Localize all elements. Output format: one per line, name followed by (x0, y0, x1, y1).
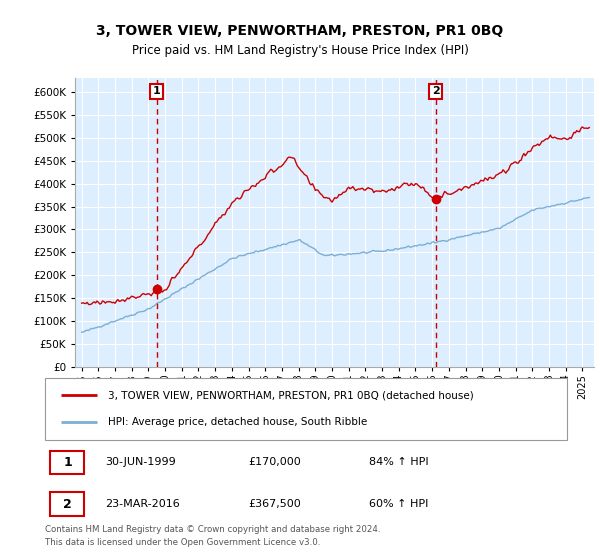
Text: £170,000: £170,000 (248, 458, 301, 468)
FancyBboxPatch shape (50, 451, 84, 474)
FancyBboxPatch shape (45, 378, 567, 440)
Text: 84% ↑ HPI: 84% ↑ HPI (368, 458, 428, 468)
Text: Price paid vs. HM Land Registry's House Price Index (HPI): Price paid vs. HM Land Registry's House … (131, 44, 469, 57)
Text: 2: 2 (432, 86, 440, 96)
Text: 30-JUN-1999: 30-JUN-1999 (105, 458, 176, 468)
Text: 1: 1 (153, 86, 161, 96)
Text: £367,500: £367,500 (248, 499, 301, 509)
Text: HPI: Average price, detached house, South Ribble: HPI: Average price, detached house, Sout… (107, 417, 367, 427)
Text: 3, TOWER VIEW, PENWORTHAM, PRESTON, PR1 0BQ (detached house): 3, TOWER VIEW, PENWORTHAM, PRESTON, PR1 … (107, 390, 473, 400)
FancyBboxPatch shape (50, 492, 84, 516)
Text: Contains HM Land Registry data © Crown copyright and database right 2024.
This d: Contains HM Land Registry data © Crown c… (45, 525, 380, 547)
Text: 60% ↑ HPI: 60% ↑ HPI (368, 499, 428, 509)
Text: 23-MAR-2016: 23-MAR-2016 (105, 499, 180, 509)
Text: 2: 2 (63, 497, 72, 511)
Text: 3, TOWER VIEW, PENWORTHAM, PRESTON, PR1 0BQ: 3, TOWER VIEW, PENWORTHAM, PRESTON, PR1 … (97, 25, 503, 38)
Text: 1: 1 (63, 456, 72, 469)
